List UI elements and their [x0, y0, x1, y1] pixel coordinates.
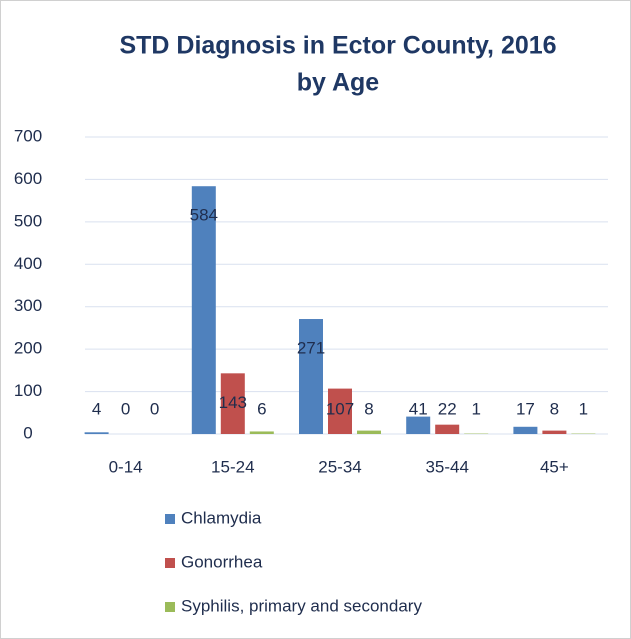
- data-label: 0: [150, 399, 159, 418]
- bar: [299, 319, 323, 434]
- x-tick-label: 15-24: [211, 457, 254, 476]
- data-label: 22: [438, 399, 457, 418]
- data-label: 6: [257, 399, 266, 418]
- legend-swatch: [165, 558, 175, 568]
- y-tick-label: 300: [14, 296, 42, 315]
- data-label: 107: [326, 399, 354, 418]
- y-tick-label: 200: [14, 339, 42, 358]
- x-tick-label: 35-44: [425, 457, 468, 476]
- x-tick-label: 25-34: [318, 457, 361, 476]
- data-label: 1: [471, 399, 480, 418]
- x-tick-label: 45+: [540, 457, 569, 476]
- legend-swatch: [165, 514, 175, 524]
- legend-label: Syphilis, primary and secondary: [181, 596, 422, 615]
- bar: [435, 424, 460, 434]
- y-tick-label: 100: [14, 381, 42, 400]
- legend-label: Chlamydia: [181, 508, 262, 527]
- bar: [328, 388, 352, 434]
- y-tick-label: 400: [14, 254, 42, 273]
- bar: [406, 416, 431, 434]
- x-tick-label: 0-14: [109, 457, 143, 476]
- data-label: 143: [219, 393, 247, 412]
- data-label: 41: [409, 399, 428, 418]
- data-label: 17: [516, 399, 535, 418]
- bar: [513, 426, 538, 434]
- bar: [542, 430, 567, 434]
- y-tick-label: 700: [14, 126, 42, 145]
- bar: [357, 430, 381, 434]
- data-label: 8: [550, 399, 559, 418]
- y-tick-label: 500: [14, 211, 42, 230]
- data-label: 8: [364, 399, 373, 418]
- data-label: 0: [121, 399, 130, 418]
- legend-label: Gonorrhea: [181, 552, 263, 571]
- y-tick-label: 0: [23, 423, 32, 442]
- bar: [191, 186, 216, 434]
- bar: [84, 432, 109, 434]
- y-tick-label: 600: [14, 169, 42, 188]
- bar: [249, 431, 274, 434]
- data-label: 4: [92, 399, 101, 418]
- data-label: 271: [297, 339, 325, 358]
- bar: [220, 373, 245, 434]
- chart-title: STD Diagnosis in Ector County, 2016: [119, 32, 556, 60]
- legend-swatch: [165, 602, 175, 612]
- data-label: 1: [579, 399, 588, 418]
- data-label: 584: [190, 206, 218, 225]
- chart-title: by Age: [297, 69, 380, 97]
